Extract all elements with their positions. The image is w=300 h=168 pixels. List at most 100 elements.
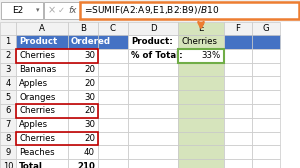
Bar (0, 118, 16, 132)
Text: Apples: Apples (19, 79, 48, 88)
Bar (128, 63, 178, 76)
Bar (128, 118, 178, 132)
Bar (178, 90, 224, 104)
Text: C: C (110, 24, 116, 33)
Bar (98, 118, 128, 132)
Text: 5: 5 (5, 93, 10, 102)
Text: Ordered: Ordered (71, 37, 111, 46)
Bar (98, 63, 128, 76)
Bar (98, 35, 128, 49)
Bar (98, 104, 128, 118)
Text: 7: 7 (5, 120, 11, 129)
Bar (16, 49, 68, 63)
Bar (128, 104, 178, 118)
Bar (178, 35, 224, 49)
Bar (68, 63, 98, 76)
Bar (16, 132, 68, 145)
Text: Apples: Apples (19, 120, 48, 129)
Bar (252, 49, 280, 63)
Bar (128, 90, 178, 104)
Bar (98, 132, 128, 145)
Bar (178, 63, 224, 76)
Text: Peaches: Peaches (19, 148, 55, 157)
Bar (0, 90, 16, 104)
Bar (16, 35, 68, 49)
Text: ×: × (48, 6, 56, 15)
Bar (0, 35, 16, 49)
Bar (68, 22, 98, 35)
Bar (224, 49, 252, 63)
Bar (224, 159, 252, 168)
Bar (178, 145, 224, 159)
Bar (252, 132, 280, 145)
Bar (16, 159, 68, 168)
Bar (16, 76, 68, 90)
Text: Cherries: Cherries (19, 106, 55, 115)
Bar (252, 159, 280, 168)
Text: 30: 30 (84, 51, 95, 60)
Bar (252, 90, 280, 104)
Text: =SUMIF(A2:A9,E1,B2:B9)/$B$10: =SUMIF(A2:A9,E1,B2:B9)/$B$10 (84, 5, 219, 16)
Bar (0, 0, 300, 22)
Bar (0, 49, 16, 63)
Bar (252, 118, 280, 132)
Bar (178, 22, 224, 35)
Bar (16, 22, 68, 35)
Text: 20: 20 (84, 65, 95, 74)
Bar (68, 145, 98, 159)
Bar (128, 49, 178, 63)
Bar (224, 76, 252, 90)
Text: 3: 3 (5, 65, 11, 74)
Bar (0, 22, 16, 35)
Text: 1: 1 (5, 37, 10, 46)
Bar (16, 90, 68, 104)
Bar (178, 132, 224, 145)
Bar (128, 49, 178, 63)
Bar (68, 49, 98, 63)
Text: 20: 20 (84, 106, 95, 115)
Bar (0, 63, 16, 76)
Text: Cherries: Cherries (19, 51, 55, 60)
Bar (98, 159, 128, 168)
Bar (224, 90, 252, 104)
Bar (178, 76, 224, 90)
Bar (16, 49, 98, 63)
Bar (178, 104, 224, 118)
Bar (68, 90, 98, 104)
Bar (16, 145, 68, 159)
Bar (224, 22, 252, 35)
Bar (68, 132, 98, 145)
Bar (128, 145, 178, 159)
Bar (252, 22, 280, 35)
Bar (252, 35, 280, 49)
Text: E2: E2 (12, 6, 24, 15)
Bar (80, 2, 299, 19)
Bar (68, 35, 98, 49)
Text: Product:: Product: (131, 37, 173, 46)
Text: 20: 20 (84, 134, 95, 143)
Bar (128, 35, 178, 49)
Bar (98, 76, 128, 90)
Text: ▾: ▾ (36, 8, 40, 13)
Text: Cherries: Cherries (19, 134, 55, 143)
Text: Total: Total (19, 162, 43, 168)
Bar (98, 145, 128, 159)
Bar (98, 49, 128, 63)
Bar (0, 76, 16, 90)
Bar (128, 35, 178, 49)
Bar (68, 159, 98, 168)
Bar (128, 76, 178, 90)
Text: 8: 8 (5, 134, 11, 143)
Text: 10: 10 (3, 162, 13, 168)
Bar (68, 104, 98, 118)
Text: 30: 30 (84, 93, 95, 102)
Bar (0, 159, 16, 168)
Bar (0, 145, 16, 159)
Bar (0, 104, 16, 118)
Bar (128, 132, 178, 145)
Text: % of Total:: % of Total: (131, 51, 183, 60)
Bar (224, 63, 252, 76)
Bar (224, 35, 252, 49)
Text: E: E (198, 24, 204, 33)
Bar (0, 132, 16, 145)
